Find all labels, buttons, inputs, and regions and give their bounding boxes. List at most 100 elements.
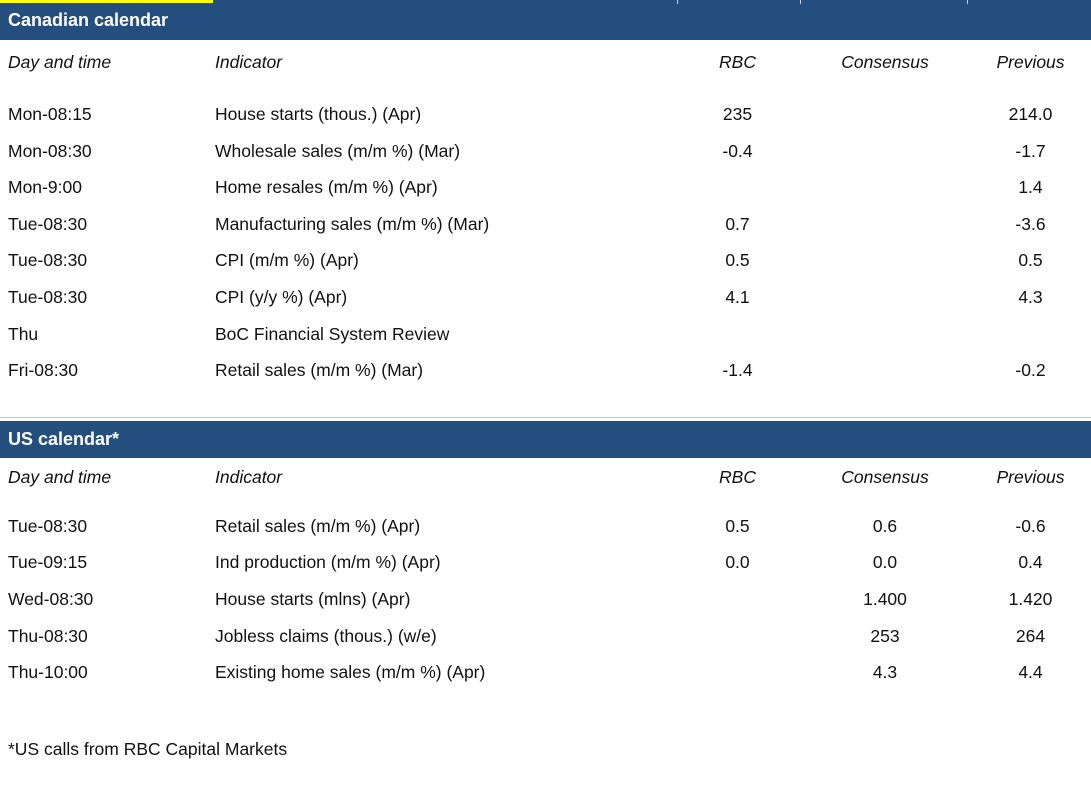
consensus-cell [820,96,950,133]
day-cell: Mon-08:30 [8,140,92,161]
previous-cell: 214.0 [1008,104,1053,124]
indicator-cell: BoC Financial System Review [215,323,450,344]
previous-cell: 264 [1015,625,1046,646]
day-cell: Mon-08:15 [8,104,92,124]
day-cell: Tue-09:15 [8,552,88,573]
indicator-cell: Jobless claims (thous.) (w/e) [215,625,437,646]
table-row: Wed-08:30 House starts (mlns) (Apr) 1.400 1… [0,581,1091,618]
rbc-cell: -1.4 [722,360,753,381]
day-cell: Tue-08:30 [8,515,88,536]
column-header-rbc: RBC [719,52,756,72]
table-row: Mon-08:15 House starts (thous.) (Apr) 235 2… [0,96,1091,133]
rbc-cell: 0.5 [725,250,750,271]
indicator-cell: House starts (mlns) (Apr) [215,588,411,609]
rbc-cell: 0.5 [725,515,750,536]
previous-cell: -3.6 [1015,213,1046,234]
cell-border-tick [677,0,678,4]
indicator-cell: Home resales (m/m %) (Apr) [215,177,438,198]
column-header-consensus: Consensus [841,52,929,72]
indicator-cell: CPI (m/m %) (Apr) [215,250,359,271]
table-body: Mon-08:15 House starts (thous.) (Apr) 235 2… [0,96,1091,389]
column-header-indicator: Indicator [215,466,283,487]
consensus-cell [820,206,950,243]
previous-cell [950,316,1091,353]
table-row: Thu-08:30 Jobless claims (thous.) (w/e) 25… [0,618,1091,655]
previous-cell: 0.5 [1018,250,1043,271]
day-cell: Thu-08:30 [8,625,88,646]
day-cell: Wed-08:30 [8,588,94,609]
column-header-previous: Previous [996,52,1065,72]
previous-cell: -0.2 [1015,360,1046,381]
day-cell: Thu [8,323,39,344]
table-row: Tue-08:30 Retail sales (m/m %) (Apr) 0.5 0.… [0,508,1091,545]
column-header-day: Day and time [8,52,112,72]
day-cell: Fri-08:30 [8,360,79,381]
canadian-calendar-title-bar: Canadian calendar [0,0,1091,40]
rbc-cell: 0.0 [725,552,750,573]
previous-cell: -1.7 [1015,140,1046,161]
consensus-cell: 4.3 [872,662,898,683]
indicator-cell: Existing home sales (m/m %) (Apr) [215,662,486,683]
previous-cell: 0.4 [1018,552,1043,573]
us-calendar-table: US calendar* Day and time Indicator RBC … [0,420,1091,691]
section-divider-line [0,416,1091,418]
column-header-day: Day and time [8,466,112,487]
indicator-cell: Manufacturing sales (m/m %) (Mar) [215,213,490,234]
footnote: *US calls from RBC Capital Markets [8,738,288,759]
consensus-cell: 1.400 [863,588,907,609]
cell-border-tick [967,0,968,4]
day-cell: Tue-08:30 [8,250,88,271]
indicator-cell: House starts (thous.) (Apr) [215,104,422,124]
consensus-cell [820,133,950,170]
rbc-cell: -0.4 [722,140,753,161]
consensus-cell [820,169,950,206]
rbc-cell: 4.1 [725,286,750,307]
table-row: Thu-10:00 Existing home sales (m/m %) (Ap… [0,654,1091,691]
indicator-cell: Retail sales (m/m %) (Apr) [215,515,421,536]
previous-cell: -0.6 [1015,515,1046,536]
table-title: US calendar* [8,428,120,449]
indicator-cell: CPI (y/y %) (Apr) [215,286,348,307]
cell-border-tick [800,0,801,4]
consensus-cell [820,242,950,279]
rbc-cell [655,169,820,206]
column-header-previous: Previous [996,466,1065,487]
day-cell: Mon-9:00 [8,177,82,198]
table-row: Mon-9:00 Home resales (m/m %) (Apr) 1.4 [0,169,1091,206]
consensus-cell [820,316,950,353]
rbc-cell [655,316,820,353]
previous-cell: 1.420 [1008,588,1053,609]
consensus-cell: 0.6 [872,515,898,536]
us-calendar-title-bar: US calendar* [0,420,1091,458]
canadian-calendar-table: Canadian calendar Day and time Indicator… [0,0,1091,389]
consensus-cell [820,279,950,316]
rbc-cell [655,618,820,655]
previous-cell: 4.3 [1018,286,1043,307]
column-header-row: Day and time Indicator RBC Consensus Pre… [0,467,1091,488]
table-title: Canadian calendar [8,10,169,30]
table-row: Thu BoC Financial System Review [0,316,1091,353]
day-cell: Tue-08:30 [8,286,88,307]
day-cell: Tue-08:30 [8,213,88,234]
indicator-cell: Retail sales (m/m %) (Mar) [215,360,424,381]
consensus-cell [820,352,950,389]
table-body: Tue-08:30 Retail sales (m/m %) (Apr) 0.5 0.… [0,508,1091,691]
day-cell: Thu-10:00 [8,662,88,683]
consensus-cell: 0.0 [872,552,898,573]
rbc-cell: 235 [722,104,753,124]
indicator-cell: Wholesale sales (m/m %) (Mar) [215,140,461,161]
yellow-highlight-line [0,0,213,3]
column-header-row: Day and time Indicator RBC Consensus Pre… [0,52,1091,73]
rbc-cell [655,654,820,691]
table-row: Tue-08:30 CPI (m/m %) (Apr) 0.5 0.5 [0,242,1091,279]
consensus-cell: 253 [870,625,900,646]
table-row: Tue-08:30 Manufacturing sales (m/m %) (Ma… [0,206,1091,243]
previous-cell: 4.4 [1018,662,1043,683]
table-row: Tue-09:15 Ind production (m/m %) (Apr) 0.0… [0,544,1091,581]
table-row: Mon-08:30 Wholesale sales (m/m %) (Mar) -0… [0,133,1091,170]
column-header-consensus: Consensus [841,466,929,487]
indicator-cell: Ind production (m/m %) (Apr) [215,552,441,573]
table-row: Fri-08:30 Retail sales (m/m %) (Mar) -1.4 -… [0,352,1091,389]
rbc-cell: 0.7 [725,213,750,234]
